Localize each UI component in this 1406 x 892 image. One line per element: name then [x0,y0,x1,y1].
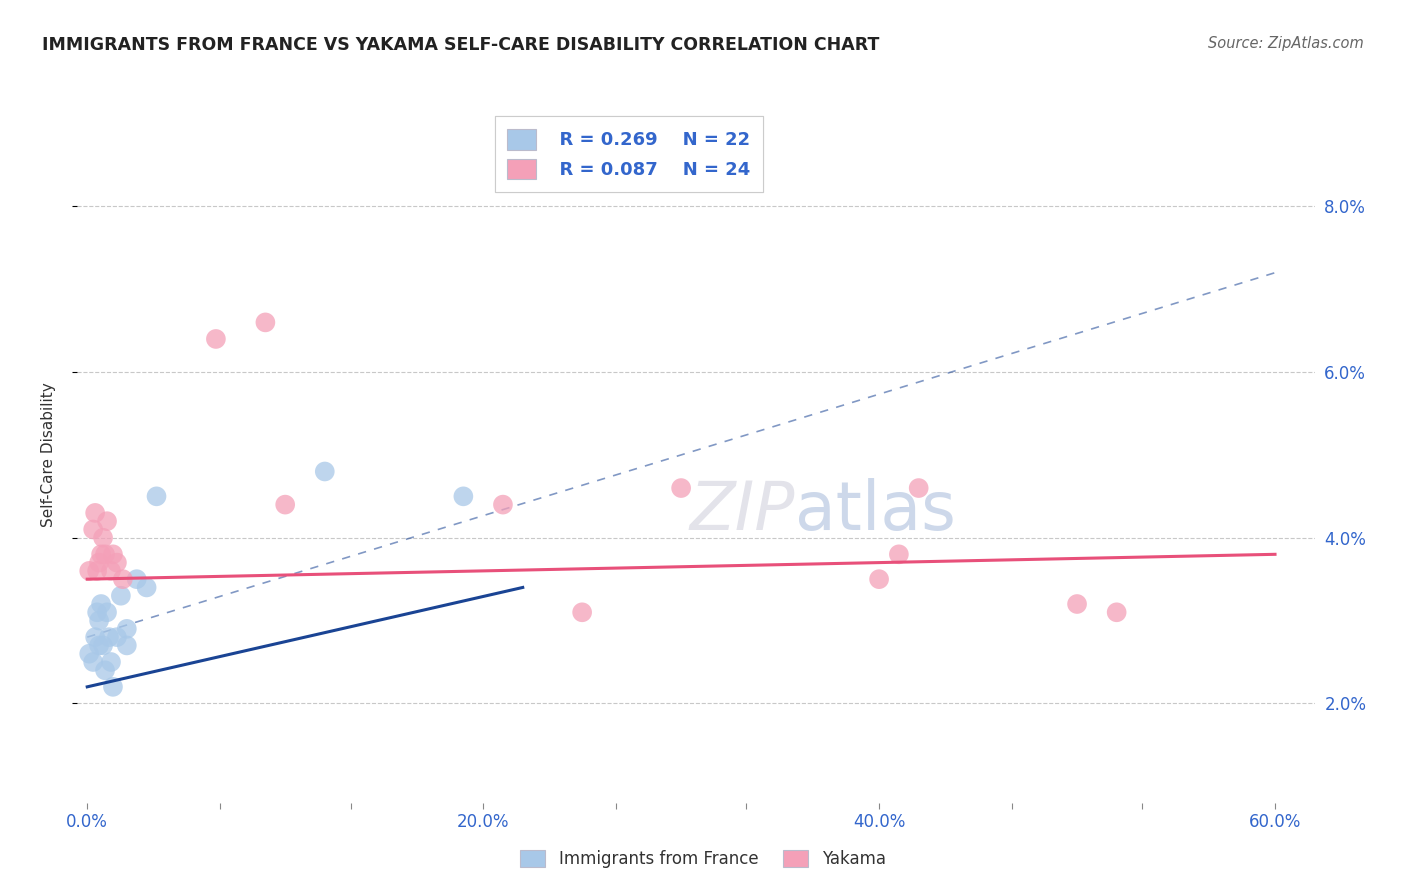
Point [1105,605,1128,619]
Point [100,655,122,669]
Point [105,630,128,644]
Point [115,622,138,636]
Point [101,680,124,694]
Point [1066,597,1088,611]
Text: ZIP: ZIP [689,477,794,543]
Legend: Immigrants from France, Yakama: Immigrants from France, Yakama [513,843,893,875]
Text: Source: ZipAtlas.com: Source: ZipAtlas.com [1208,36,1364,51]
Point [86,564,108,578]
Point [86,605,108,619]
Text: atlas: atlas [794,477,956,543]
Point [314,465,336,479]
Point [887,547,910,561]
Point [94,547,117,561]
Point [135,581,157,595]
Point [100,564,122,578]
Point [84,506,107,520]
Point [274,498,297,512]
Point [101,547,124,561]
Point [492,498,515,512]
Point [87,556,110,570]
Point [84,630,107,644]
Point [90,547,112,561]
Point [907,481,929,495]
Point [91,639,114,653]
Point [571,605,593,619]
Y-axis label: Self-Care Disability: Self-Care Disability [42,383,56,527]
Point [87,639,110,653]
Point [94,663,117,677]
Point [77,647,100,661]
Point [115,639,138,653]
Point [96,514,118,528]
Point [111,572,134,586]
Text: IMMIGRANTS FROM FRANCE VS YAKAMA SELF-CARE DISABILITY CORRELATION CHART: IMMIGRANTS FROM FRANCE VS YAKAMA SELF-CA… [42,36,880,54]
Point [145,489,167,503]
Point [254,315,277,329]
Point [868,572,890,586]
Point [453,489,475,503]
Point [82,655,104,669]
Point [96,605,118,619]
Point [77,564,100,578]
Point [91,531,114,545]
Point [98,630,121,644]
Point [125,572,148,586]
Point [82,523,104,537]
Point [90,597,112,611]
Point [87,614,110,628]
Point [110,589,132,603]
Point [105,556,128,570]
Point [669,481,692,495]
Point [205,332,228,346]
Legend:   R = 0.269    N = 22,   R = 0.087    N = 24: R = 0.269 N = 22, R = 0.087 N = 24 [495,116,763,192]
